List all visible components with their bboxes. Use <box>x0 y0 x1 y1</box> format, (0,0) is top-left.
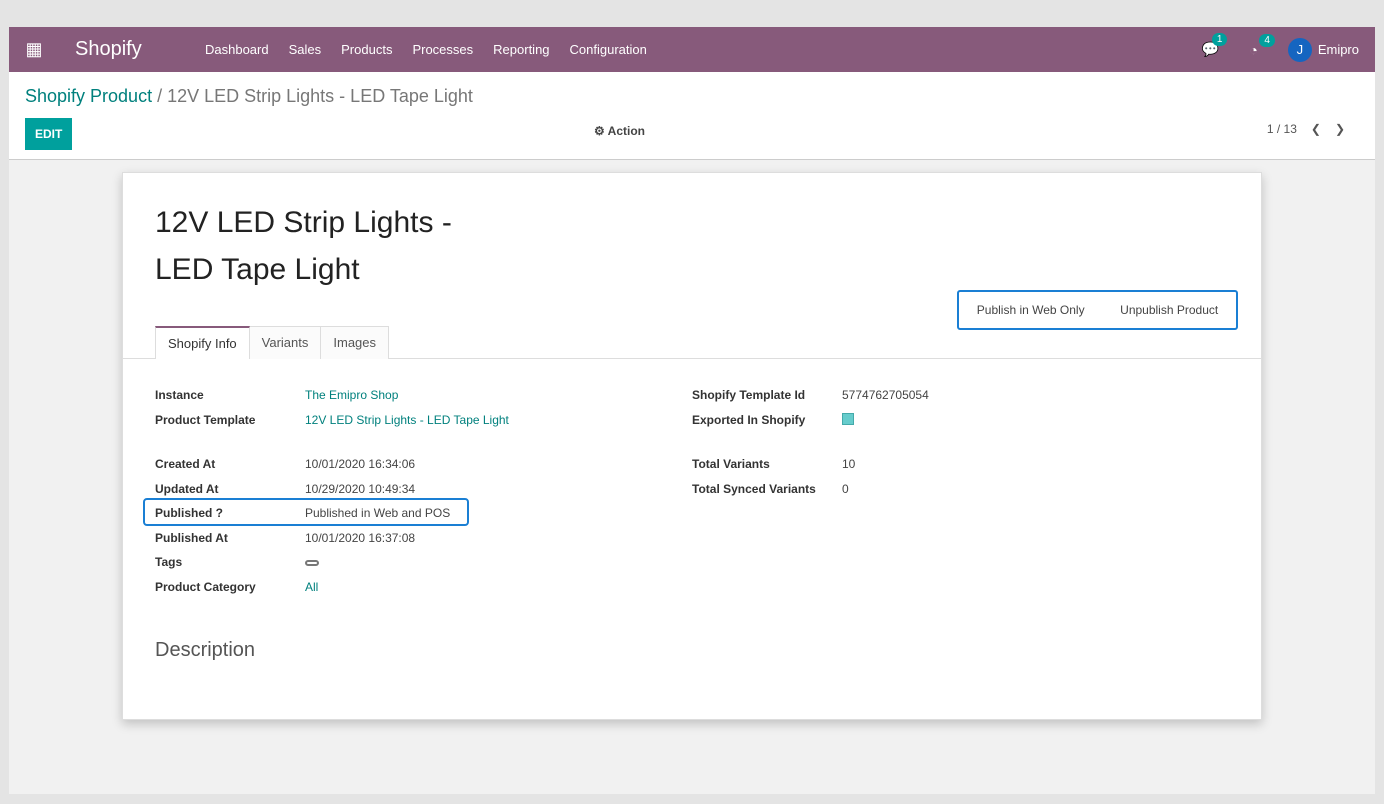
publish-web-only-button[interactable]: Publish in Web Only <box>976 303 1085 317</box>
tab-images[interactable]: Images <box>321 326 390 359</box>
category-link[interactable]: All <box>305 580 319 594</box>
field-label: Total Synced Variants <box>692 482 816 496</box>
field-instance: Instance The Emipro Shop <box>155 388 398 402</box>
tab-variants[interactable]: Variants <box>249 326 322 359</box>
field-value: Published in Web and POS <box>305 506 451 520</box>
field-value: 0 <box>842 482 849 496</box>
field-tags: Tags <box>155 555 319 569</box>
description-heading: Description <box>155 639 256 661</box>
field-label: Published ? <box>155 506 224 520</box>
action-button[interactable]: ⚙ Action <box>594 124 645 138</box>
pager: 1 / 13 ❮ ❯ <box>1267 122 1345 136</box>
exported-checkbox[interactable] <box>842 413 854 425</box>
field-label: Product Template <box>155 413 256 427</box>
edit-button[interactable]: EDIT <box>25 118 73 150</box>
apps-grid-icon[interactable]: ▦ <box>25 39 43 59</box>
field-value: 10/29/2020 10:49:34 <box>305 482 416 496</box>
action-label: Action <box>607 124 645 138</box>
field-label: Created At <box>155 457 216 471</box>
avatar: J <box>1287 37 1312 62</box>
field-label: Instance <box>155 388 204 402</box>
menu-dashboard[interactable]: Dashboard <box>205 42 269 57</box>
field-label: Exported In Shopify <box>692 413 806 427</box>
messages-button[interactable]: 💬 1 <box>1202 33 1228 58</box>
field-exported: Exported In Shopify <box>692 413 854 427</box>
breadcrumb-parent[interactable]: Shopify Product <box>25 86 153 106</box>
breadcrumb: Shopify Product / 12V LED Strip Lights -… <box>25 86 473 106</box>
form-sheet: 12V LED Strip Lights - LED Tape Light Pu… <box>122 172 1262 720</box>
product-template-link[interactable]: 12V LED Strip Lights - LED Tape Light <box>305 413 509 427</box>
menu-processes[interactable]: Processes <box>412 42 474 57</box>
field-template-id: Shopify Template Id 5774762705054 <box>692 388 929 402</box>
menu-sales[interactable]: Sales <box>288 42 322 57</box>
instance-link[interactable]: The Emipro Shop <box>305 388 399 402</box>
user-name: Emipro <box>1317 42 1359 57</box>
chevron-right-icon[interactable]: ❯ <box>1334 122 1345 136</box>
field-value: 5774762705054 <box>842 388 929 402</box>
field-total-synced: Total Synced Variants 0 <box>692 482 849 496</box>
field-label: Tags <box>155 555 183 569</box>
field-label: Product Category <box>155 580 256 594</box>
field-product-template: Product Template 12V LED Strip Lights - L… <box>155 413 509 427</box>
gear-icon: ⚙ <box>594 124 608 138</box>
control-panel: Shopify Product / 12V LED Strip Lights -… <box>9 72 1375 160</box>
chevron-left-icon[interactable]: ❮ <box>1310 122 1321 136</box>
field-created-at: Created At 10/01/2020 16:34:06 <box>155 457 415 471</box>
top-navbar: ▦ Shopify Dashboard Sales Products Proce… <box>9 27 1375 72</box>
messages-badge: 1 <box>1211 33 1228 46</box>
field-value: 10/01/2020 16:34:06 <box>305 457 416 471</box>
activities-button[interactable]: ◔ 4 <box>1249 33 1275 58</box>
highlight-box <box>143 498 469 526</box>
notebook-tabs: Shopify Info Variants Images <box>123 326 1261 359</box>
menu-configuration[interactable]: Configuration <box>569 42 647 57</box>
breadcrumb-current: 12V LED Strip Lights - LED Tape Light <box>167 86 473 106</box>
tab-shopify-info[interactable]: Shopify Info <box>155 326 250 359</box>
menu-products[interactable]: Products <box>341 42 393 57</box>
field-label: Updated At <box>155 482 219 496</box>
field-published: Published ? Published in Web and POS <box>155 506 450 520</box>
activities-badge: 4 <box>1259 33 1275 47</box>
pager-value[interactable]: 1 / 13 <box>1266 122 1297 136</box>
clock-icon: ◔ <box>1249 41 1258 58</box>
field-value: 10/01/2020 16:37:08 <box>305 531 416 545</box>
user-menu[interactable]: J Emipro <box>1287 37 1359 62</box>
product-title: 12V LED Strip Lights - LED Tape Light <box>155 206 452 286</box>
field-label: Total Variants <box>692 457 770 471</box>
menu-reporting[interactable]: Reporting <box>493 42 550 57</box>
button-box: Publish in Web Only Unpublish Product <box>957 290 1238 330</box>
tag-pill[interactable] <box>305 560 319 566</box>
field-published-at: Published At 10/01/2020 16:37:08 <box>155 531 415 545</box>
app-name: Shopify <box>75 38 142 60</box>
field-product-category: Product Category All <box>155 580 318 594</box>
field-label: Published At <box>155 531 228 545</box>
field-total-variants: Total Variants 10 <box>692 457 855 471</box>
field-value: 10 <box>842 457 856 471</box>
field-label: Shopify Template Id <box>692 388 806 402</box>
unpublish-product-button[interactable]: Unpublish Product <box>1120 303 1219 317</box>
field-updated-at: Updated At 10/29/2020 10:49:34 <box>155 482 415 496</box>
